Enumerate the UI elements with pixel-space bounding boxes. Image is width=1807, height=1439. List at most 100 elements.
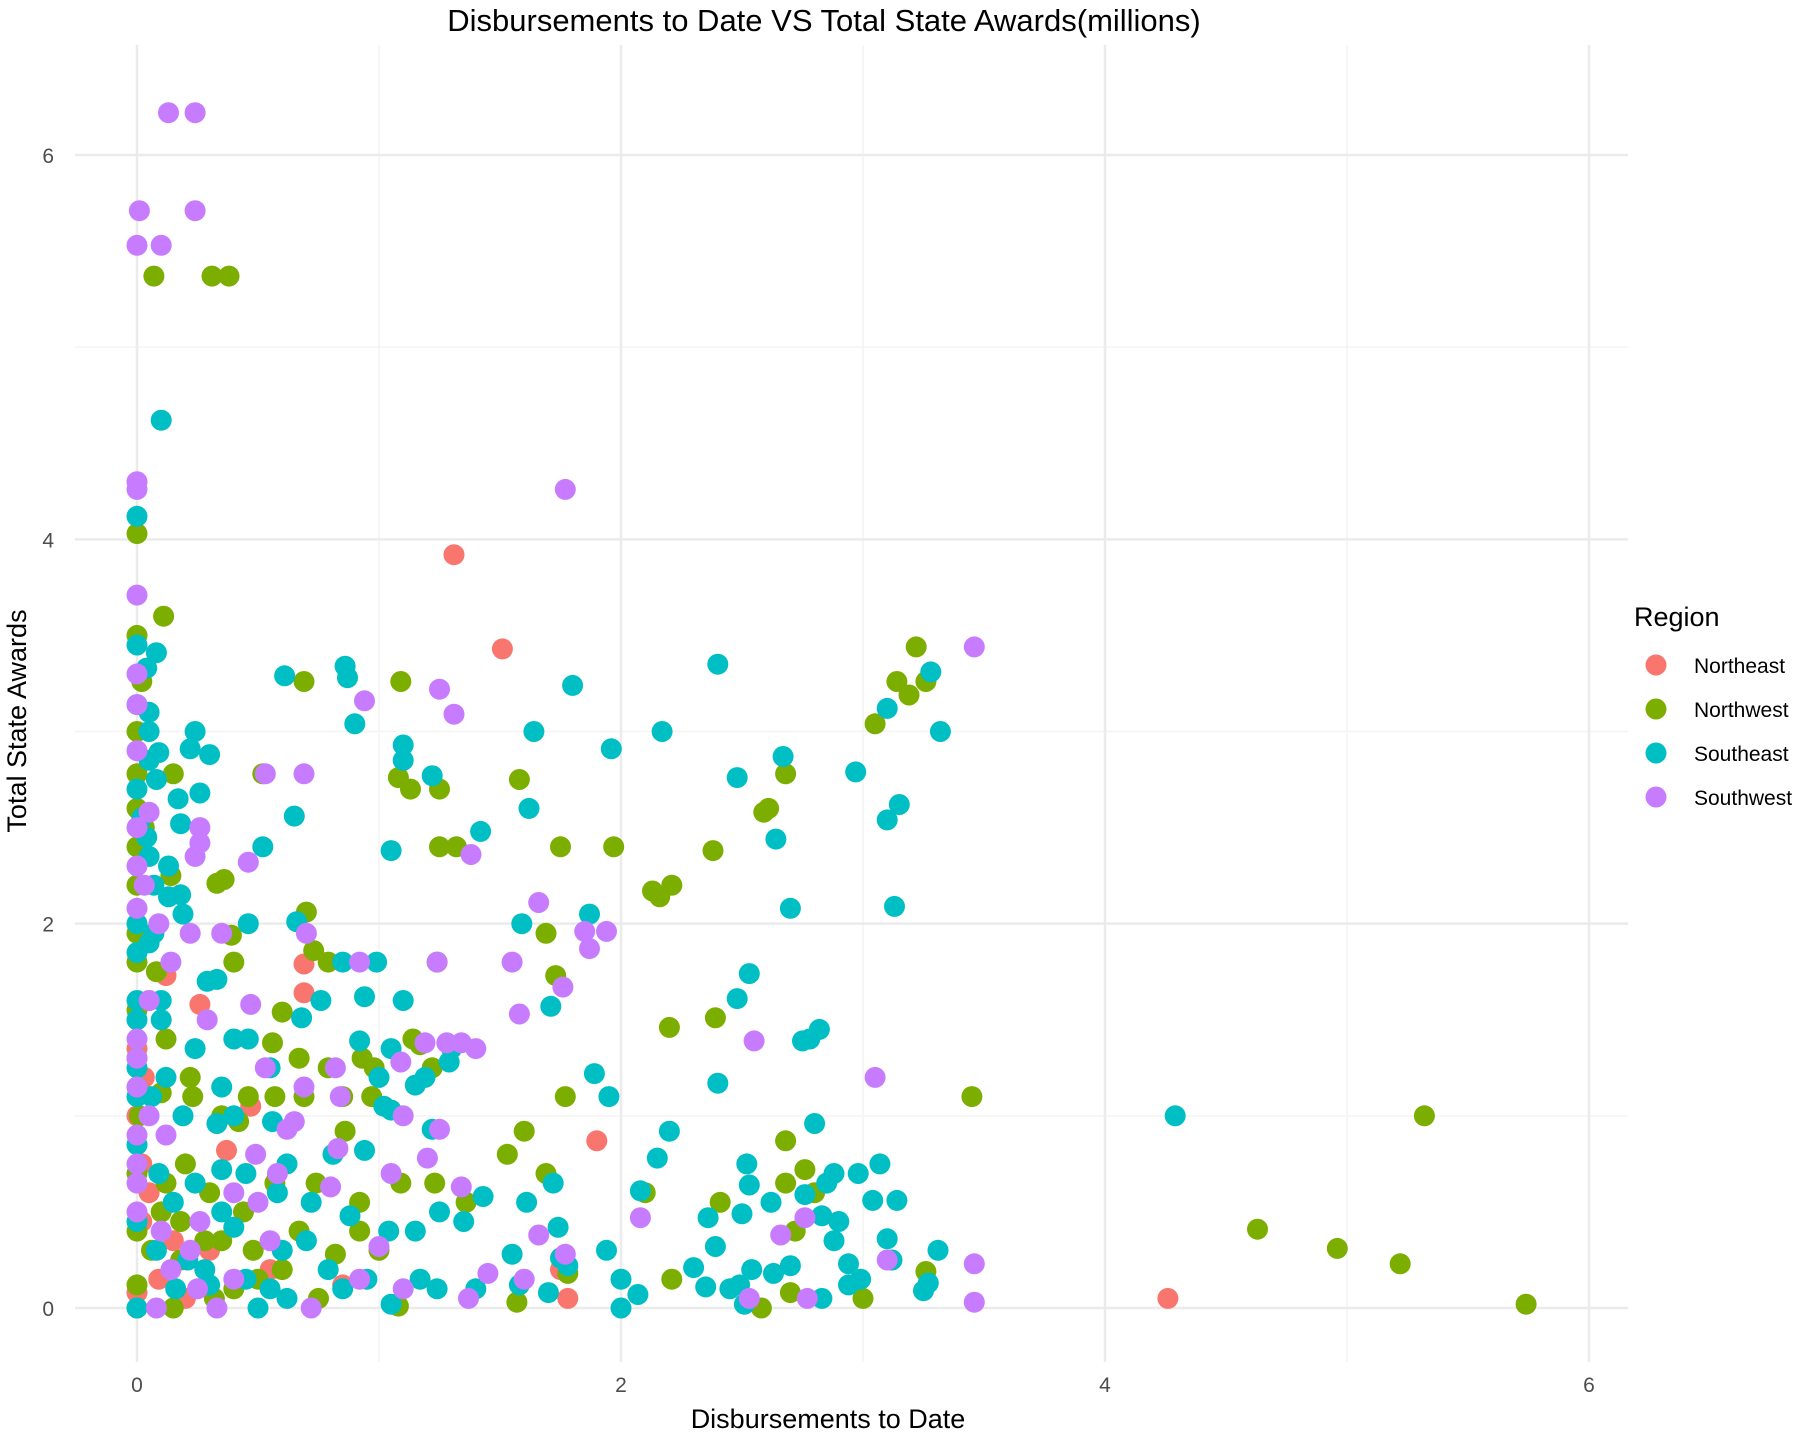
data-point-southeast	[429, 1201, 450, 1223]
y-axis-title: Total State Awards	[2, 609, 32, 832]
data-point-southeast	[276, 1287, 298, 1309]
data-point-northwest	[424, 1172, 446, 1194]
data-point-southeast	[472, 1186, 494, 1207]
data-point-northwest	[170, 1211, 192, 1232]
data-point-southwest	[126, 1172, 148, 1194]
data-point-southwest	[320, 1176, 342, 1198]
data-point-northwest	[1389, 1253, 1411, 1275]
data-point-northwest	[271, 1001, 293, 1023]
data-point-southwest	[237, 851, 259, 873]
data-point-southwest	[184, 102, 206, 124]
data-point-southwest	[126, 234, 148, 256]
data-point-southwest	[223, 1268, 245, 1290]
data-point-southeast	[695, 1276, 717, 1298]
data-point-northwest	[162, 1297, 184, 1319]
data-point-northwest	[496, 1143, 518, 1165]
data-point-southeast	[610, 1297, 632, 1319]
data-point-southeast	[697, 1207, 719, 1229]
data-point-southeast	[862, 1189, 884, 1211]
data-point-northwest	[262, 1032, 283, 1054]
legend-label-southwest: Southwest	[1694, 787, 1792, 810]
data-point-southeast	[540, 995, 562, 1017]
data-point-southeast	[165, 1278, 187, 1300]
data-point-southeast	[252, 836, 274, 858]
data-point-southeast	[145, 1239, 167, 1261]
data-point-northwest	[182, 1086, 204, 1108]
data-point-southwest	[150, 234, 172, 256]
data-point-southeast	[211, 1201, 233, 1223]
chart-title: Disbursements to Date VS Total State Awa…	[447, 3, 1201, 38]
data-point-southwest	[528, 892, 550, 913]
data-point-southeast	[731, 1203, 753, 1225]
data-point-southeast	[542, 1172, 564, 1194]
data-point-southwest	[126, 855, 148, 877]
data-point-northwest	[1247, 1218, 1268, 1240]
data-point-southeast	[845, 761, 867, 783]
data-point-southeast	[170, 884, 192, 906]
data-point-southwest	[554, 1243, 576, 1265]
data-point-southeast	[547, 1216, 569, 1238]
data-point-southeast	[368, 1066, 390, 1088]
data-point-northwest	[271, 1259, 293, 1281]
data-point-southeast	[150, 1009, 172, 1031]
data-point-northwest	[429, 836, 450, 858]
data-point-southwest	[240, 993, 262, 1015]
data-point-northwest	[898, 684, 920, 706]
data-point-southeast	[378, 1220, 400, 1242]
data-point-southeast	[172, 1105, 194, 1127]
data-point-southeast	[792, 1030, 813, 1052]
data-point-southeast	[629, 1180, 651, 1202]
data-point-southeast	[235, 1163, 257, 1184]
data-point-southwest	[126, 1201, 148, 1223]
data-point-northwest	[550, 836, 571, 858]
data-point-southwest	[211, 922, 233, 944]
data-point-southwest	[126, 478, 148, 500]
data-point-southeast	[869, 1153, 891, 1175]
data-point-southeast	[470, 820, 492, 842]
data-point-southwest	[794, 1207, 816, 1229]
data-point-northwest	[779, 1282, 801, 1304]
data-point-southeast	[126, 1297, 148, 1319]
data-point-northwest	[293, 671, 315, 692]
data-point-southeast	[876, 1228, 898, 1250]
y-tick-label: 0	[42, 1298, 54, 1321]
data-point-northwest	[775, 763, 797, 785]
data-point-southeast	[511, 913, 533, 935]
data-point-southwest	[327, 1138, 349, 1159]
data-point-southeast	[765, 828, 787, 850]
data-point-southeast	[223, 1028, 245, 1050]
data-point-southwest	[501, 951, 523, 973]
data-point-southeast	[148, 1163, 170, 1184]
data-point-southwest	[160, 951, 182, 973]
data-point-southeast	[886, 1189, 908, 1211]
data-point-northwest	[126, 523, 148, 545]
data-point-southeast	[126, 505, 148, 527]
data-point-southwest	[300, 1297, 322, 1319]
data-point-southeast	[876, 697, 898, 719]
x-tick-label: 0	[131, 1374, 143, 1397]
data-point-northeast	[443, 544, 465, 566]
data-point-southeast	[167, 788, 189, 810]
data-point-southeast	[779, 1255, 801, 1277]
data-point-southeast	[794, 1184, 816, 1206]
x-tick-label: 4	[1099, 1374, 1111, 1397]
data-point-southeast	[738, 963, 760, 985]
data-point-northeast	[293, 982, 315, 1004]
data-point-southeast	[392, 734, 414, 756]
data-point-northwest	[126, 763, 148, 785]
data-point-southwest	[429, 678, 450, 700]
data-point-northwest	[390, 671, 412, 692]
data-point-northwest	[126, 1274, 148, 1296]
data-point-southwest	[574, 920, 596, 942]
data-point-northwest	[1413, 1105, 1435, 1127]
data-point-southeast	[598, 1086, 620, 1108]
data-point-southeast	[421, 765, 443, 787]
data-point-northwest	[775, 1172, 797, 1194]
data-point-northwest	[661, 874, 683, 896]
data-point-southeast	[876, 809, 898, 831]
data-point-southeast	[126, 634, 148, 656]
data-point-northeast	[586, 1130, 608, 1152]
data-point-northwest	[794, 1159, 816, 1181]
data-point-northwest	[864, 713, 886, 735]
